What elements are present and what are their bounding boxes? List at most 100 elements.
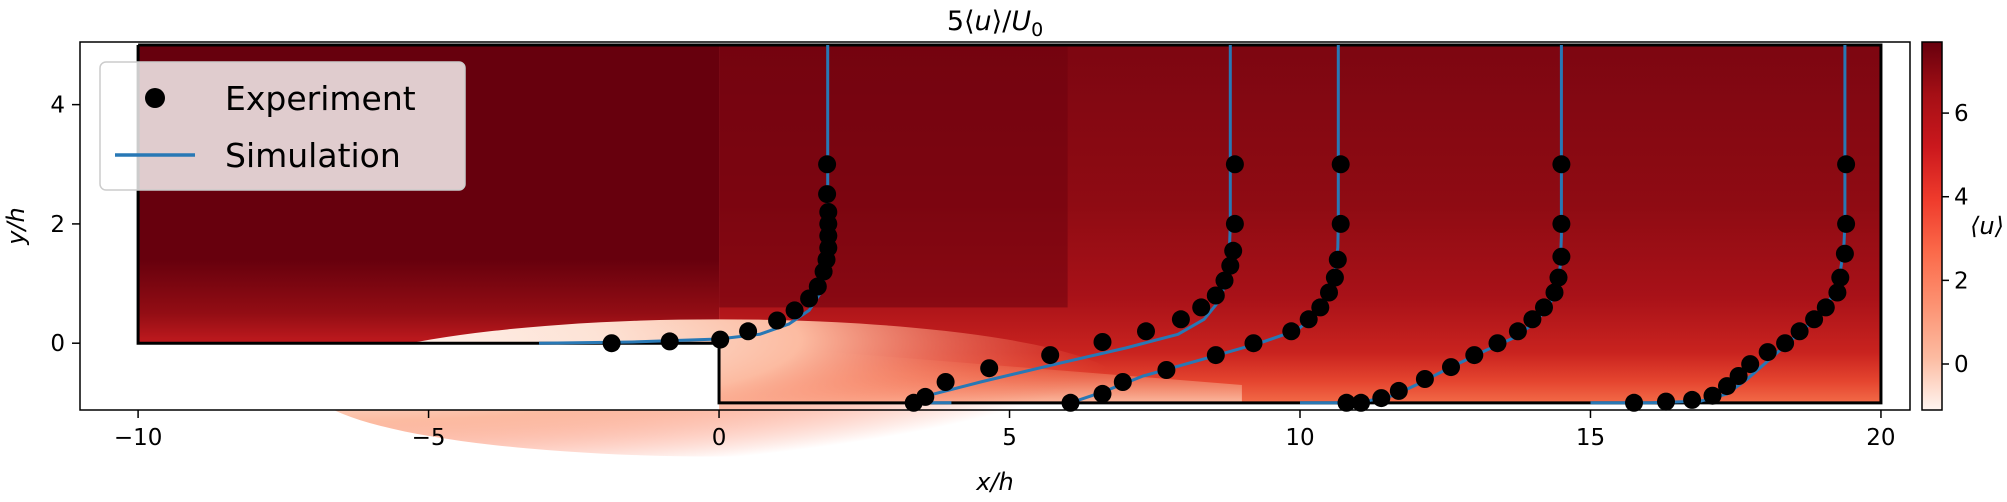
experiment-point-3-2 (1093, 384, 1112, 403)
experiment-point-3-12 (1328, 250, 1347, 269)
experiment-point-2-11 (1215, 271, 1234, 290)
colorbar-tick-label: 2 (1954, 268, 1969, 294)
legend-box (99, 61, 466, 191)
experiment-point-2-13 (1224, 241, 1243, 260)
experiment-point-5-8 (1758, 343, 1777, 362)
legend-marker-experiment (145, 88, 165, 108)
y-axis-label: y/h (2, 207, 30, 246)
experiment-point-2-6 (1093, 333, 1112, 351)
experiment-point-1-16 (818, 155, 837, 174)
experiment-point-5-10 (1790, 322, 1809, 341)
y-tick-label: 0 (50, 331, 65, 357)
x-tick-label: −5 (412, 425, 446, 451)
experiment-point-3-9 (1311, 298, 1330, 317)
x-tick-label: 0 (712, 425, 727, 451)
axes-frame (79, 41, 1911, 411)
experiment-point-5-7 (1741, 355, 1760, 374)
experiment-point-1-5 (768, 311, 787, 330)
experiment-point-1-4 (739, 322, 758, 341)
experiment-point-1-8 (808, 277, 827, 296)
experiment-point-5-6 (1729, 367, 1748, 385)
x-tick-label: 15 (1576, 425, 1605, 451)
experiment-point-5-11 (1805, 310, 1824, 329)
experiment-point-5-1 (1625, 393, 1643, 412)
experiment-point-4-14 (1552, 247, 1571, 266)
experiment-point-5-14 (1831, 268, 1850, 287)
experiment-point-2-7 (1137, 322, 1155, 341)
x-tick-label: 10 (1285, 425, 1314, 451)
chart-title: 5⟨u⟩/U0 (947, 6, 1043, 41)
experiment-point-5-13 (1828, 283, 1847, 302)
experiment-point-1-6 (785, 301, 804, 320)
experiment-point-3-8 (1299, 310, 1318, 329)
colorbar-tick-label: 6 (1954, 101, 1969, 127)
experiment-point-3-3 (1113, 373, 1132, 391)
upper-core-field (719, 44, 1068, 308)
experiment-point-5-3 (1683, 390, 1702, 409)
experiment-point-4-13 (1549, 268, 1568, 287)
experiment-point-4-3 (1372, 389, 1391, 408)
experiment-point-5-9 (1776, 334, 1795, 353)
experiment-point-5-12 (1816, 298, 1835, 317)
experiment-point-4-5 (1415, 370, 1434, 388)
experiment-point-4-15 (1552, 214, 1571, 233)
experiment-point-5-16 (1837, 214, 1856, 233)
experiment-point-1-2 (660, 332, 679, 351)
legend-label-simulation: Simulation (225, 136, 401, 175)
experiment-point-2-14 (1225, 214, 1244, 233)
experiment-point-4-16 (1552, 155, 1571, 174)
experiment-point-4-1 (1337, 393, 1356, 412)
colorbar-tick-label: 4 (1954, 185, 1969, 211)
colorbar (1921, 41, 1943, 411)
y-tick-label: 4 (50, 93, 65, 119)
experiment-point-5-2 (1657, 392, 1675, 411)
experiment-point-3-4 (1157, 361, 1176, 379)
experiment-point-3-10 (1320, 283, 1338, 302)
experiment-point-1-3 (711, 330, 730, 349)
experiment-point-2-15 (1225, 155, 1244, 174)
experiment-point-1-1 (602, 334, 621, 353)
x-tick-label: 20 (1866, 425, 1895, 451)
experiment-point-4-11 (1535, 298, 1553, 317)
experiment-point-2-3 (936, 373, 955, 391)
experiment-point-2-4 (980, 359, 999, 378)
experiment-point-4-4 (1389, 381, 1408, 400)
x-axis-label: x/h (975, 468, 1014, 496)
experiment-point-2-8 (1171, 310, 1190, 329)
experiment-point-4-10 (1523, 310, 1542, 329)
x-tick-label: −10 (114, 425, 163, 451)
experiment-point-4-6 (1442, 358, 1460, 377)
y-tick-label: 2 (50, 212, 65, 238)
experiment-point-4-7 (1465, 346, 1484, 365)
experiment-point-1-15 (818, 185, 837, 204)
experiment-point-3-1 (1061, 393, 1080, 412)
experiment-point-4-8 (1488, 334, 1507, 353)
experiment-point-3-7 (1282, 322, 1301, 341)
experiment-point-1-14 (819, 203, 838, 221)
experiment-point-5-17 (1837, 155, 1856, 174)
experiment-point-5-15 (1835, 244, 1854, 263)
experiment-point-2-10 (1206, 286, 1225, 305)
colorbar-tick-label: 0 (1954, 352, 1969, 378)
experiment-point-4-12 (1545, 283, 1564, 302)
experiment-point-2-12 (1221, 256, 1240, 275)
experiment-point-2-2 (916, 387, 935, 406)
experiment-point-3-11 (1325, 268, 1344, 287)
experiment-point-3-5 (1206, 346, 1225, 365)
experiment-point-3-13 (1331, 214, 1350, 233)
experiment-point-4-2 (1352, 393, 1370, 412)
experiment-point-4-9 (1508, 322, 1527, 341)
step-outline (136, 43, 1883, 405)
experiment-point-5-4 (1703, 386, 1722, 405)
experiment-point-3-6 (1244, 334, 1263, 353)
experiment-point-2-5 (1041, 346, 1060, 365)
experiment-point-5-5 (1718, 377, 1736, 396)
x-tick-label: 5 (1002, 425, 1017, 451)
solid-region (80, 343, 720, 410)
colorbar-label: ⟨u⟩ (1970, 212, 2004, 240)
legend-label-experiment: Experiment (225, 79, 416, 118)
experiment-point-2-9 (1192, 298, 1211, 317)
experiment-point-3-14 (1331, 155, 1350, 174)
